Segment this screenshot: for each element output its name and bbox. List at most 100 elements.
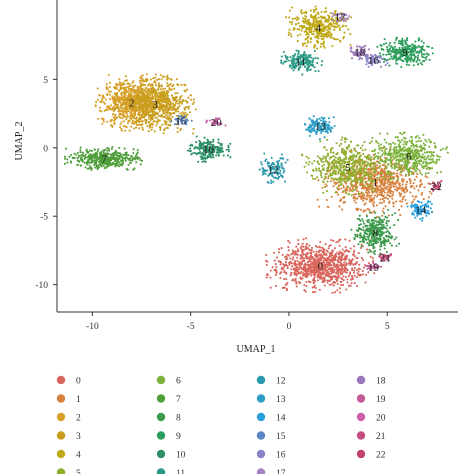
point <box>400 167 403 170</box>
point <box>326 180 329 183</box>
point <box>435 162 438 165</box>
point <box>310 31 313 34</box>
point <box>392 202 395 205</box>
point <box>88 164 91 167</box>
point <box>362 210 365 213</box>
point <box>386 191 389 194</box>
point <box>192 127 195 130</box>
point <box>311 286 314 289</box>
point <box>324 7 327 10</box>
point <box>126 168 129 171</box>
point <box>292 262 295 265</box>
point <box>362 266 365 269</box>
point <box>298 261 301 264</box>
point <box>296 259 299 263</box>
point <box>305 242 308 246</box>
point <box>325 170 328 173</box>
point <box>401 183 404 186</box>
point <box>306 36 309 40</box>
point <box>433 142 436 145</box>
point <box>340 159 343 162</box>
point <box>291 249 294 252</box>
point <box>155 113 158 116</box>
point <box>95 101 98 104</box>
point <box>361 162 364 165</box>
point <box>291 6 294 9</box>
point <box>310 246 314 249</box>
point <box>302 238 305 241</box>
point <box>131 96 134 99</box>
point <box>311 33 314 36</box>
point <box>102 120 105 123</box>
point <box>380 186 383 189</box>
point <box>364 177 367 180</box>
point <box>339 40 342 43</box>
point <box>150 96 154 99</box>
point <box>384 172 387 175</box>
point <box>334 291 337 294</box>
point <box>338 244 341 247</box>
point <box>314 244 317 247</box>
point <box>364 155 367 158</box>
point <box>177 107 180 110</box>
point <box>366 161 369 164</box>
point <box>304 15 307 18</box>
point <box>296 263 299 266</box>
point <box>356 179 359 182</box>
point <box>362 258 365 262</box>
point <box>321 281 324 284</box>
point <box>370 171 373 174</box>
point <box>420 149 423 152</box>
point <box>383 138 386 141</box>
point <box>114 164 117 167</box>
point <box>307 260 310 263</box>
point <box>426 156 429 159</box>
point <box>359 154 362 157</box>
point <box>170 78 173 81</box>
point <box>172 105 175 109</box>
point <box>404 148 407 151</box>
point <box>387 142 390 145</box>
point <box>102 101 105 104</box>
point <box>265 276 268 279</box>
point <box>168 88 171 91</box>
point <box>292 251 295 254</box>
point <box>338 27 341 30</box>
point <box>353 177 356 180</box>
point <box>96 150 99 153</box>
point <box>129 97 132 100</box>
point <box>375 155 378 158</box>
point <box>108 149 111 152</box>
point <box>118 161 121 164</box>
point <box>305 12 308 15</box>
point <box>427 196 430 199</box>
point <box>344 151 347 154</box>
point <box>376 187 379 190</box>
point <box>322 248 325 252</box>
point <box>166 115 169 118</box>
point <box>342 201 346 204</box>
point <box>120 129 123 132</box>
point <box>379 185 382 188</box>
point <box>404 158 407 161</box>
point <box>131 113 134 116</box>
point <box>392 182 395 185</box>
point <box>316 246 319 249</box>
point <box>275 256 279 259</box>
point <box>313 279 316 282</box>
point <box>399 170 402 173</box>
point <box>298 263 301 266</box>
point <box>330 36 333 39</box>
point <box>137 90 140 93</box>
point <box>121 101 124 104</box>
point <box>154 91 157 94</box>
point <box>348 164 351 167</box>
point <box>288 254 291 257</box>
point <box>370 183 373 187</box>
point <box>122 86 125 89</box>
point <box>332 155 335 158</box>
point <box>159 102 162 105</box>
point <box>163 119 166 123</box>
point <box>168 111 171 114</box>
point <box>395 145 398 148</box>
